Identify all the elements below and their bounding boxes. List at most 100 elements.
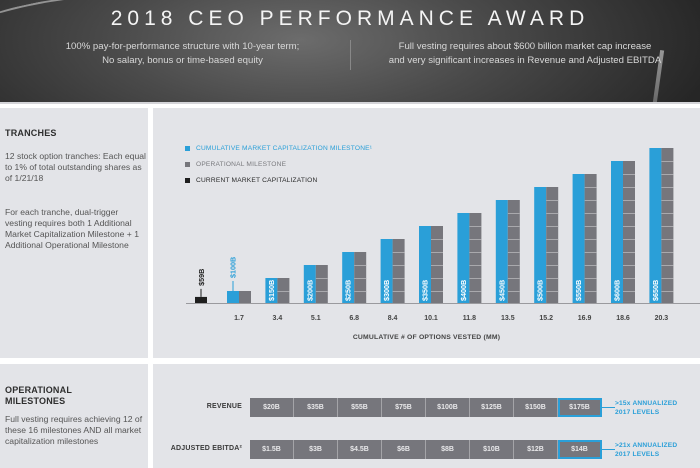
market-cap-milestone-bar — [265, 278, 278, 303]
tranches-description-2: For each tranche, dual-trigger vesting r… — [5, 207, 139, 250]
operational-milestone-bar — [661, 148, 674, 303]
market-cap-milestone-bar — [572, 174, 585, 303]
header-right-summary: Full vesting requires about $600 billion… — [360, 40, 690, 68]
header-left-line-1: 100% pay-for-performance structure with … — [65, 41, 300, 52]
market-cap-milestone-label: $100B — [229, 257, 238, 278]
milestone-note-line-1: >21x ANNUALIZED — [615, 442, 678, 449]
market-cap-milestone-bar — [611, 161, 623, 303]
x-tick-label: 11.8 — [463, 315, 476, 322]
operational-milestone-bar — [584, 174, 597, 303]
market-cap-milestone-label: $550B — [574, 280, 583, 301]
operational-description: Full vesting requires achieving 12 of th… — [5, 414, 143, 446]
legend-item-operational: OPERATIONAL MILESTONE — [185, 161, 286, 168]
operational-heading-line-2: MILESTONES — [5, 396, 66, 406]
market-cap-milestone-label: $250B — [344, 280, 353, 301]
milestone-row-label: REVENUE — [206, 403, 242, 410]
milestone-cell: $12B — [514, 440, 558, 459]
milestone-note: >15x ANNUALIZED 2017 LEVELS — [615, 399, 677, 417]
market-cap-milestone-label: $300B — [382, 280, 391, 301]
operational-milestones-panel: OPERATIONAL MILESTONES Full vesting requ… — [0, 364, 148, 468]
header-divider — [350, 40, 351, 70]
market-cap-milestone-label: $350B — [421, 280, 430, 301]
current-market-cap-bar — [195, 296, 207, 303]
x-tick-label: 16.9 — [578, 315, 592, 322]
x-tick-label: 15.2 — [539, 315, 553, 322]
market-cap-milestone-bar — [303, 265, 316, 303]
market-cap-milestone-label: $650B — [651, 280, 660, 301]
milestone-cell: $125B — [470, 398, 514, 417]
x-tick-label: 13.5 — [501, 315, 515, 322]
legend-swatch-gray — [185, 162, 190, 167]
x-tick-label: 3.4 — [273, 315, 283, 322]
operational-milestone-bar — [239, 291, 251, 303]
market-cap-milestone-label: $150B — [267, 280, 276, 301]
market-cap-milestone-label: $400B — [459, 280, 468, 301]
market-cap-milestone-bar — [495, 200, 508, 303]
milestone-note: >21x ANNUALIZED 2017 LEVELS — [615, 441, 677, 459]
milestone-cell: $10B — [470, 440, 514, 459]
operational-milestone-bar — [623, 161, 635, 303]
milestone-cell: $6B — [382, 440, 426, 459]
milestone-note-connector — [602, 407, 615, 408]
operational-milestone-bar — [431, 226, 443, 303]
operational-milestone-bar — [315, 265, 328, 303]
milestone-cell: $55B — [338, 398, 382, 417]
market-cap-milestone-label: $450B — [497, 280, 506, 301]
header-right-line-1: Full vesting requires about $600 billion… — [398, 41, 652, 52]
market-cap-milestone-label: $600B — [613, 280, 622, 301]
milestone-cell: $150B — [514, 398, 558, 417]
tranches-panel: TRANCHES 12 stock option tranches: Each … — [0, 108, 148, 358]
market-cap-milestone-label: $200B — [305, 280, 314, 301]
operational-milestone-bar — [507, 200, 520, 303]
legend-label: OPERATIONAL MILESTONE — [196, 161, 287, 168]
operational-milestone-bar — [546, 187, 559, 303]
x-tick-label: 6.8 — [349, 315, 359, 322]
x-tick-label: 8.4 — [388, 315, 398, 322]
tranches-description-1: 12 stock option tranches: Each equal to … — [5, 151, 146, 183]
milestone-cell-final: $175B — [558, 398, 602, 417]
milestone-note-connector — [602, 449, 615, 450]
operational-heading-line-1: OPERATIONAL — [5, 385, 73, 395]
legend-label: CUMULATIVE MARKET CAPITALIZATION MILESTO… — [196, 145, 373, 152]
operational-heading: OPERATIONAL MILESTONES — [5, 385, 72, 407]
operational-milestone-bar — [392, 239, 405, 303]
milestone-note-line-1: >15x ANNUALIZED — [615, 400, 678, 407]
legend-item-current: CURRENT MARKET CAPITALIZATION — [185, 177, 317, 184]
operational-milestone-bar — [469, 213, 482, 303]
x-tick-label: 18.6 — [616, 315, 630, 322]
milestone-cell: $75B — [382, 398, 426, 417]
market-cap-milestone-bar — [649, 148, 662, 303]
current-market-cap-label: $59B — [197, 269, 206, 286]
x-tick-label: 10.1 — [424, 315, 438, 322]
x-axis-label: CUMULATIVE # OF OPTIONS VESTED (MM) — [352, 334, 501, 341]
operational-milestone-bar — [277, 278, 290, 303]
header-left-line-2: No salary, bonus or time-based equity — [102, 55, 263, 66]
milestone-cell: $4.5B — [338, 440, 382, 459]
legend-swatch-black — [185, 178, 190, 183]
milestone-cell: $100B — [426, 398, 470, 417]
operational-milestone-bar — [354, 252, 367, 303]
market-cap-milestone-bar — [380, 239, 393, 303]
milestone-row-label: ADJUSTED EBITDA² — [170, 445, 242, 452]
tranches-heading: TRANCHES — [5, 128, 57, 138]
milestone-cell-final: $14B — [558, 440, 602, 459]
x-tick-label: 1.7 — [234, 315, 244, 322]
legend-swatch-blue — [185, 146, 190, 151]
milestone-note-line-2: 2017 LEVELS — [615, 451, 660, 458]
x-tick-label: 20.3 — [655, 315, 669, 322]
milestone-note-line-2: 2017 LEVELS — [615, 409, 660, 416]
market-cap-milestone-bar — [457, 213, 470, 303]
legend-item-market-cap: CUMULATIVE MARKET CAPITALIZATION MILESTO… — [185, 145, 372, 152]
page-title: 2018 CEO PERFORMANCE AWARD — [110, 7, 590, 30]
market-cap-milestone-bar — [419, 226, 431, 303]
market-cap-milestone-bar — [227, 291, 239, 303]
x-tick-label: 5.1 — [311, 315, 321, 322]
milestone-cell: $20B — [250, 398, 294, 417]
milestone-cell: $8B — [426, 440, 470, 459]
milestone-cell: $35B — [294, 398, 338, 417]
header-left-summary: 100% pay-for-performance structure with … — [20, 40, 345, 68]
market-cap-milestone-bar — [342, 252, 355, 303]
legend-label: CURRENT MARKET CAPITALIZATION — [196, 177, 318, 184]
